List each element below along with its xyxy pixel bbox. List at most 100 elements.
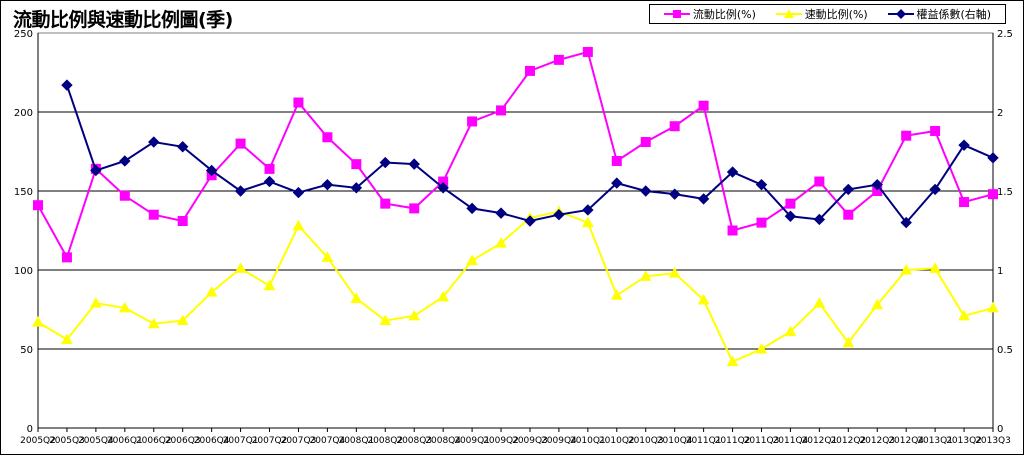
- equity-multiplier-point: [668, 188, 681, 200]
- current-ratio-point: [843, 209, 854, 220]
- x-tick-label: 2013Q3: [975, 436, 1011, 446]
- x-tick-label: 2008Q4: [425, 436, 461, 446]
- x-tick-label: 2007Q2: [252, 436, 288, 446]
- current-ratio-point: [785, 198, 796, 209]
- chart-title: 流動比例與速動比例圖(季): [13, 9, 233, 31]
- equity-multiplier-point: [553, 208, 565, 221]
- x-tick-label: 2012Q2: [830, 436, 866, 446]
- current-ratio-point: [119, 190, 130, 201]
- current-ratio-point: [235, 138, 246, 149]
- current-ratio-point: [756, 217, 767, 228]
- current-ratio-point: [669, 121, 680, 132]
- equity-multiplier-point: [61, 79, 73, 91]
- current-ratio-point: [930, 125, 941, 136]
- equity-multiplier-legend-swatch-icon: [887, 9, 914, 19]
- equity-multiplier-point: [379, 156, 391, 169]
- quick-ratio-point: [234, 262, 247, 273]
- equity-multiplier-point: [784, 210, 797, 222]
- quick-ratio-point: [610, 289, 623, 300]
- equity-multiplier-point: [726, 166, 739, 178]
- quick-ratio-point: [466, 254, 478, 266]
- x-tick-label: 2011Q1: [686, 436, 722, 446]
- equity-multiplier-point: [582, 204, 594, 216]
- x-tick-label: 2006Q2: [136, 436, 172, 446]
- equity-multiplier-point: [176, 141, 189, 153]
- x-tick-label: 2010Q1: [570, 436, 606, 446]
- x-tick-label: 2011Q2: [715, 436, 751, 446]
- equity-multiplier-point: [263, 175, 276, 188]
- legend-label-equity-multiplier: 權益係數(右軸): [916, 8, 992, 21]
- current-ratio-point: [524, 65, 535, 76]
- current-ratio-point: [322, 132, 333, 143]
- x-tick-label: 2006Q3: [165, 436, 201, 446]
- quick-ratio-point: [90, 297, 102, 308]
- quick-ratio-point: [639, 270, 652, 281]
- x-tick-label: 2008Q2: [367, 436, 403, 446]
- current-ratio-point: [901, 130, 912, 141]
- quick-ratio-point: [263, 279, 276, 291]
- legend-label-current-ratio: 流動比例(%): [692, 8, 756, 21]
- quick-ratio-line: [37, 210, 994, 363]
- equity-multiplier-point: [640, 185, 652, 197]
- current-ratio-point: [582, 46, 593, 57]
- quick-ratio-point: [437, 290, 450, 302]
- quick-ratio-point: [726, 355, 739, 367]
- current-ratio-point: [177, 216, 188, 227]
- x-tick-label: 2012Q4: [888, 436, 924, 446]
- x-tick-label: 2005Q2: [20, 436, 56, 446]
- x-tick-label: 2013Q2: [946, 436, 982, 446]
- current-ratio-point: [409, 203, 420, 214]
- current-ratio-point: [496, 105, 507, 116]
- y-right-tick-label: 2: [997, 108, 1003, 119]
- x-tick-label: 2013Q1: [917, 436, 953, 446]
- quick-ratio-point: [205, 286, 218, 297]
- equity-multiplier-point: [813, 213, 826, 226]
- quick-ratio-point: [842, 336, 855, 348]
- quick-ratio-point: [292, 219, 305, 231]
- y-left-tick-label: 200: [14, 108, 33, 119]
- x-tick-label: 2009Q4: [541, 436, 577, 446]
- quick-ratio-point: [321, 251, 334, 262]
- equity-multiplier-point: [524, 215, 536, 227]
- current-ratio-point: [640, 137, 651, 148]
- y-right-tick-label: 1: [997, 266, 1003, 277]
- equity-multiplier-point: [871, 178, 883, 191]
- x-tick-label: 2008Q3: [396, 436, 432, 446]
- x-tick-label: 2009Q3: [512, 436, 548, 446]
- current-ratio-point: [814, 176, 825, 187]
- x-tick-label: 2005Q3: [49, 436, 85, 446]
- legend-entry-quick-ratio: 速動比例(%): [775, 6, 868, 22]
- equity-multiplier-point: [321, 178, 334, 191]
- y-right-tick-label: 1.5: [997, 187, 1013, 198]
- current-ratio-point: [698, 100, 709, 111]
- x-tick-label: 2007Q1: [223, 436, 259, 446]
- quick-ratio-point: [813, 297, 826, 308]
- equity-multiplier-point: [350, 182, 363, 194]
- equity-multiplier-point: [205, 164, 218, 177]
- current-ratio-point: [959, 197, 970, 208]
- equity-multiplier-line: [65, 84, 994, 225]
- current-ratio-legend-swatch-icon: [663, 10, 690, 18]
- current-ratio-point: [988, 189, 998, 200]
- quick-ratio-point: [581, 216, 594, 228]
- quick-ratio-point: [668, 267, 681, 278]
- current-ratio-point: [351, 159, 362, 170]
- y-left-tick-label: 0: [27, 424, 33, 435]
- current-ratio-line: [37, 50, 994, 260]
- x-tick-label: 2011Q4: [773, 436, 809, 446]
- x-tick-label: 2012Q1: [802, 436, 838, 446]
- quick-ratio-point: [958, 309, 970, 321]
- quick-ratio-point: [176, 314, 189, 326]
- quick-ratio-point: [900, 263, 913, 275]
- x-tick-label: 2007Q4: [310, 436, 346, 446]
- current-ratio-point: [611, 155, 622, 166]
- equity-multiplier-point: [842, 183, 855, 196]
- y-right-tick-label: 0.5: [997, 345, 1013, 356]
- equity-multiplier-point: [119, 155, 131, 167]
- x-tick-label: 2006Q4: [194, 436, 230, 446]
- quick-ratio-point: [147, 317, 160, 329]
- quick-ratio-point: [118, 301, 131, 313]
- equity-multiplier-point: [900, 216, 912, 229]
- x-tick-label: 2012Q3: [859, 436, 895, 446]
- current-ratio-point: [467, 116, 478, 127]
